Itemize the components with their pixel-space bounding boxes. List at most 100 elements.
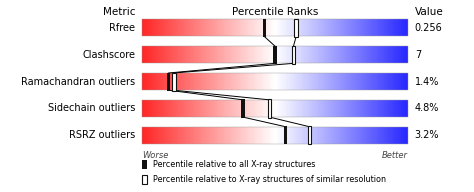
Bar: [401, 127, 402, 144]
Bar: [339, 19, 340, 36]
Bar: [198, 19, 199, 36]
Bar: [399, 19, 400, 36]
Bar: [323, 46, 324, 63]
Bar: [387, 127, 388, 144]
Bar: [344, 46, 345, 63]
Bar: [282, 73, 283, 90]
Bar: [241, 127, 242, 144]
Bar: [161, 46, 162, 63]
Bar: [238, 73, 239, 90]
Bar: [272, 46, 273, 63]
Bar: [161, 100, 162, 117]
Bar: [390, 46, 391, 63]
Bar: [235, 46, 236, 63]
Bar: [358, 46, 359, 63]
Bar: [407, 46, 408, 63]
Bar: [213, 127, 214, 144]
Bar: [144, 100, 145, 117]
Bar: [385, 19, 386, 36]
Bar: [157, 127, 158, 144]
Bar: [147, 19, 148, 36]
Bar: [212, 19, 213, 36]
Bar: [378, 100, 379, 117]
Bar: [322, 46, 323, 63]
Bar: [161, 19, 162, 36]
Bar: [166, 46, 167, 63]
Bar: [312, 19, 313, 36]
Bar: [279, 19, 280, 36]
Bar: [200, 73, 201, 90]
Bar: [198, 46, 199, 63]
Bar: [146, 73, 147, 90]
Bar: [228, 100, 229, 117]
Bar: [158, 127, 159, 144]
Bar: [295, 73, 296, 90]
Bar: [146, 127, 147, 144]
Bar: [215, 73, 216, 90]
Bar: [369, 73, 370, 90]
Bar: [247, 127, 248, 144]
Text: 4.8%: 4.8%: [415, 103, 439, 113]
Bar: [187, 127, 188, 144]
Bar: [169, 127, 170, 144]
Bar: [372, 19, 373, 36]
Bar: [316, 73, 317, 90]
Bar: [196, 100, 197, 117]
Bar: [172, 73, 173, 90]
Bar: [290, 100, 291, 117]
Bar: [332, 46, 333, 63]
Bar: [284, 100, 285, 117]
Bar: [402, 46, 403, 63]
Bar: [217, 19, 218, 36]
Bar: [211, 19, 212, 36]
Bar: [269, 127, 270, 144]
Bar: [152, 46, 153, 63]
Bar: [319, 100, 320, 117]
Bar: [175, 127, 176, 144]
Bar: [287, 19, 288, 36]
Bar: [161, 73, 162, 90]
Bar: [193, 46, 194, 63]
Bar: [230, 100, 231, 117]
Bar: [159, 127, 160, 144]
Bar: [405, 19, 406, 36]
Bar: [283, 127, 284, 144]
Bar: [331, 19, 332, 36]
Bar: [273, 46, 274, 63]
Bar: [327, 100, 328, 117]
Bar: [236, 100, 237, 117]
Bar: [240, 100, 241, 117]
Bar: [181, 46, 182, 63]
Bar: [365, 19, 366, 36]
Bar: [310, 100, 311, 117]
Bar: [333, 46, 334, 63]
Bar: [316, 100, 317, 117]
Bar: [386, 46, 387, 63]
Bar: [172, 73, 173, 90]
Bar: [143, 100, 144, 117]
Bar: [190, 73, 191, 90]
Bar: [374, 127, 375, 144]
Bar: [249, 19, 250, 36]
Bar: [280, 73, 281, 90]
Bar: [400, 127, 401, 144]
Bar: [236, 73, 237, 90]
Bar: [210, 19, 211, 36]
Bar: [268, 127, 269, 144]
Bar: [246, 100, 247, 117]
Bar: [341, 127, 342, 144]
Bar: [357, 46, 358, 63]
Bar: [321, 73, 322, 90]
Bar: [371, 19, 372, 36]
Bar: [229, 127, 230, 144]
Bar: [176, 19, 177, 36]
Bar: [202, 73, 203, 90]
Bar: [365, 127, 366, 144]
Bar: [245, 73, 246, 90]
Bar: [317, 73, 318, 90]
Bar: [318, 100, 319, 117]
Bar: [241, 100, 242, 117]
Bar: [236, 19, 237, 36]
Bar: [208, 19, 209, 36]
Bar: [375, 73, 376, 90]
